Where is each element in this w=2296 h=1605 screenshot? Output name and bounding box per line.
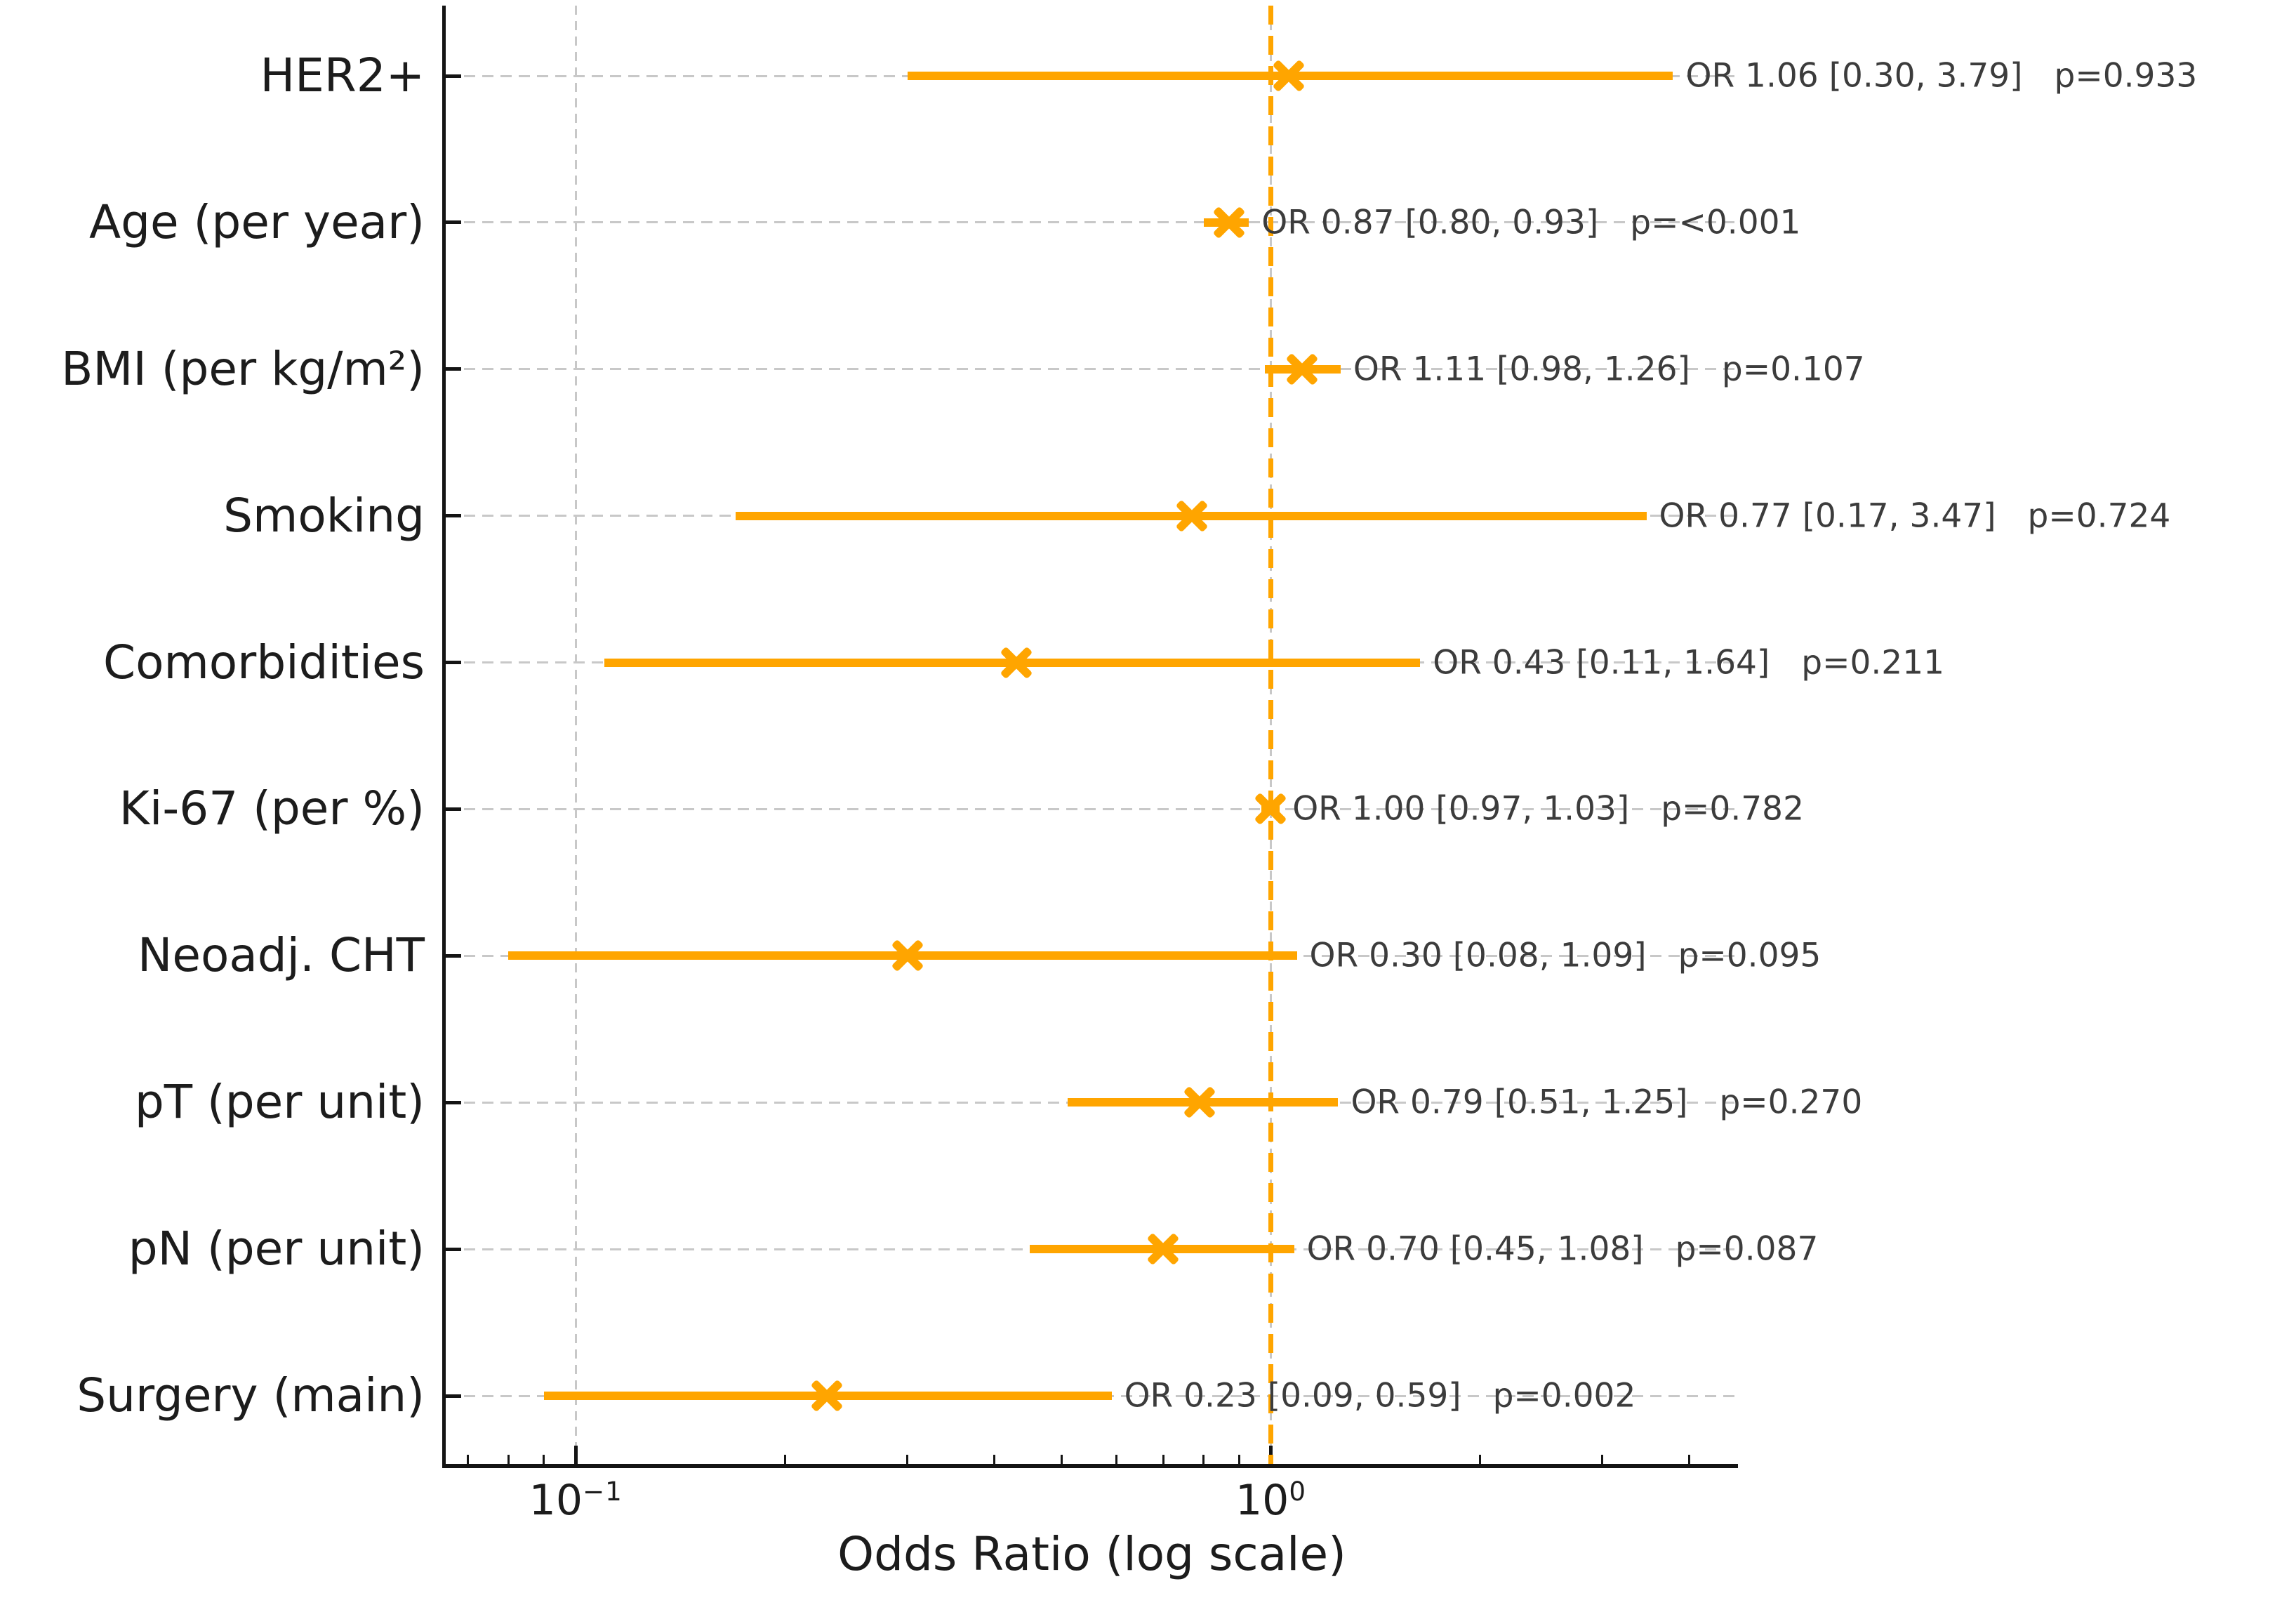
or-ci-text: OR 0.77 [0.17, 3.47] [1659, 496, 1996, 536]
x-tick-label: 10−1 [529, 1475, 623, 1521]
x-minor-tick [1237, 1455, 1240, 1464]
row-annotation: OR 0.30 [0.08, 1.09] p=0.095 [1310, 939, 1821, 972]
or-ci-text: OR 1.11 [0.98, 1.26] [1353, 350, 1690, 389]
or-ci-text: OR 0.43 [0.11, 1.64] [1433, 643, 1770, 682]
reference-line-or-1 [1268, 6, 1273, 1464]
x-minor-tick [507, 1455, 510, 1464]
y-tick [446, 1394, 461, 1398]
odds-ratio-marker [1270, 57, 1308, 95]
or-ci-text: OR 0.70 [0.45, 1.08] [1306, 1229, 1644, 1269]
x-minor-tick [1060, 1455, 1063, 1464]
odds-ratio-marker [1181, 1083, 1219, 1121]
tick-base: 10 [1235, 1476, 1289, 1525]
or-ci-text: OR 1.00 [0.97, 1.03] [1292, 789, 1630, 828]
p-value-text: p=<0.001 [1630, 203, 1801, 242]
x-axis-title: Odds Ratio (log scale) [837, 1527, 1346, 1581]
x-gridline [574, 6, 577, 1464]
y-tick [446, 514, 461, 518]
x-minor-tick [1688, 1455, 1691, 1464]
x-minor-tick [1202, 1455, 1205, 1464]
y-tick [446, 220, 461, 225]
odds-ratio-marker [1283, 350, 1321, 388]
y-axis-labels: HER2+ Age (per year) BMI (per kg/m²) Smokin… [0, 6, 425, 1464]
row-annotation: OR 0.87 [0.80, 0.93] p=<0.001 [1261, 206, 1800, 239]
category-label: BMI (per kg/m²) [61, 341, 425, 396]
category-label: pN (per unit) [128, 1222, 425, 1276]
x-minor-tick [543, 1455, 545, 1464]
x-tick-label: 100 [1235, 1475, 1306, 1521]
x-minor-tick [1479, 1455, 1482, 1464]
x-minor-tick [993, 1455, 995, 1464]
or-ci-text: OR 0.30 [0.08, 1.09] [1309, 936, 1647, 975]
p-value-text: p=0.002 [1492, 1376, 1636, 1415]
row-gridline [446, 807, 1738, 810]
or-ci-text: OR 0.87 [0.80, 0.93] [1261, 203, 1599, 242]
p-value-text: p=0.933 [2054, 56, 2198, 95]
x-minor-tick [1162, 1455, 1164, 1464]
x-minor-tick [1601, 1455, 1604, 1464]
tick-exponent: −1 [583, 1475, 623, 1507]
category-label: Surgery (main) [77, 1368, 425, 1422]
odds-ratio-marker [1210, 204, 1248, 242]
row-gridline [446, 221, 1738, 224]
category-label: Neoadj. CHT [137, 928, 425, 983]
odds-ratio-marker [808, 1377, 846, 1415]
y-tick [446, 74, 461, 78]
category-label: Age (per year) [89, 194, 425, 249]
plot-area: OR 1.06 [0.30, 3.79] p=0.933 OR 0.87 [0.80… [442, 6, 2197, 1468]
p-value-text: p=0.095 [1678, 936, 1821, 975]
x-major-tick [573, 1446, 578, 1464]
row-annotation: OR 1.00 [0.97, 1.03] p=0.782 [1292, 793, 1804, 826]
tick-base: 10 [529, 1476, 583, 1525]
odds-ratio-marker [1173, 497, 1211, 535]
odds-ratio-marker [1252, 790, 1289, 828]
category-label: Comorbidities [103, 635, 425, 689]
y-tick [446, 1100, 461, 1104]
y-tick [446, 953, 461, 958]
or-ci-text: OR 0.79 [0.51, 1.25] [1351, 1083, 1688, 1122]
row-annotation: OR 0.79 [0.51, 1.25] p=0.270 [1351, 1086, 1862, 1119]
p-value-text: p=0.087 [1675, 1229, 1819, 1269]
p-value-text: p=0.270 [1719, 1083, 1863, 1122]
row-annotation: OR 1.11 [0.98, 1.26] p=0.107 [1353, 352, 1865, 385]
or-ci-text: OR 0.23 [0.09, 0.59] [1124, 1376, 1461, 1415]
odds-ratio-marker [889, 937, 927, 975]
odds-ratio-marker [997, 644, 1035, 682]
p-value-text: p=0.211 [1801, 643, 1945, 682]
p-value-text: p=0.782 [1661, 789, 1804, 828]
category-label: Ki-67 (per %) [119, 781, 425, 836]
row-annotation: OR 0.43 [0.11, 1.64] p=0.211 [1433, 646, 1944, 679]
category-label: HER2+ [260, 48, 425, 103]
tick-exponent: 0 [1289, 1475, 1306, 1507]
category-label: Smoking [223, 488, 425, 543]
y-tick [446, 1247, 461, 1251]
x-minor-tick [783, 1455, 786, 1464]
row-gridline [446, 368, 1738, 371]
odds-ratio-marker [1144, 1230, 1182, 1268]
x-minor-tick [467, 1455, 470, 1464]
x-minor-tick [906, 1455, 909, 1464]
y-tick [446, 807, 461, 811]
y-tick [446, 367, 461, 371]
row-annotation: OR 0.77 [0.17, 3.47] p=0.724 [1659, 499, 2171, 532]
p-value-text: p=0.724 [2027, 496, 2171, 536]
p-value-text: p=0.107 [1721, 350, 1865, 389]
row-annotation: OR 0.23 [0.09, 0.59] p=0.002 [1124, 1380, 1636, 1413]
x-minor-tick [1115, 1455, 1118, 1464]
or-ci-text: OR 1.06 [0.30, 3.79] [1685, 56, 2023, 95]
y-tick [446, 661, 461, 665]
row-annotation: OR 0.70 [0.45, 1.08] p=0.087 [1307, 1233, 1819, 1266]
category-label: pT (per unit) [134, 1075, 425, 1130]
row-annotation: OR 1.06 [0.30, 3.79] p=0.933 [1685, 60, 2197, 93]
